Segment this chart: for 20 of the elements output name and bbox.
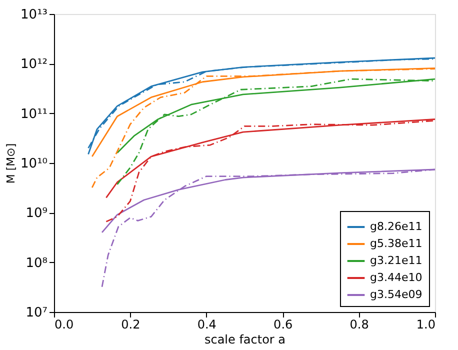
x-tick-label: 0.6 — [274, 318, 293, 332]
x-tick-label: 1.0 — [416, 318, 436, 332]
legend-label: g3.54e09 — [370, 288, 422, 301]
y-tick-label: 10¹¹ — [20, 106, 48, 122]
y-tick-label: 10⁷ — [26, 306, 48, 320]
y-tick-label: 10⁸ — [26, 256, 48, 271]
legend-label: g5.38e11 — [370, 237, 422, 250]
x-tick-label: 0.0 — [54, 318, 74, 332]
y-tick-label: 10¹² — [20, 57, 48, 72]
x-tick-label: 0.2 — [121, 318, 140, 332]
y-tick-label: 10¹³ — [20, 8, 48, 22]
y-axis-title: M [M⊙] — [4, 143, 18, 184]
x-tick-label: 0.4 — [197, 318, 216, 332]
legend-label: g3.21e11 — [370, 254, 422, 267]
x-tick-label: 0.8 — [350, 318, 369, 332]
legend-label: g3.44e10 — [370, 271, 422, 284]
y-tick-label: 10⁹ — [26, 206, 48, 222]
y-tick-label: 10¹⁰ — [20, 156, 48, 172]
legend-label: g8.26e11 — [370, 220, 422, 233]
x-axis-title: scale factor a — [204, 332, 286, 346]
